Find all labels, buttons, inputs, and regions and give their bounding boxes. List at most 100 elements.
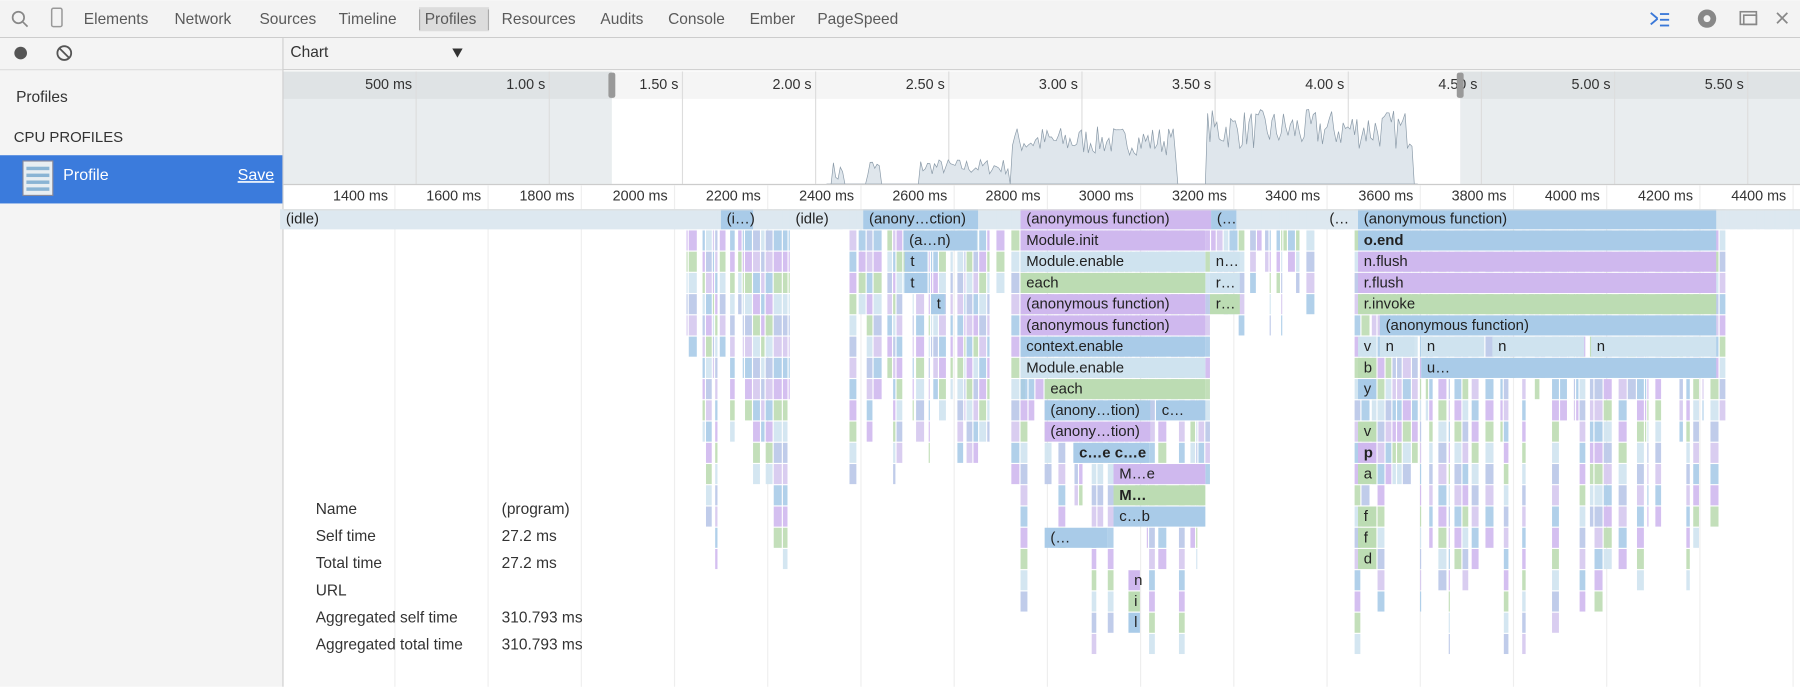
call-frame[interactable] bbox=[930, 294, 945, 315]
call-frame[interactable] bbox=[1211, 209, 1237, 230]
stack-frame bbox=[761, 421, 765, 442]
tab[interactable]: Audits bbox=[600, 11, 643, 28]
call-frame[interactable] bbox=[1358, 357, 1377, 378]
tab[interactable]: Profiles bbox=[425, 11, 477, 28]
close-icon[interactable] bbox=[1776, 12, 1788, 24]
tab[interactable]: Console bbox=[668, 11, 725, 28]
call-frame[interactable] bbox=[1358, 379, 1377, 400]
call-frame[interactable] bbox=[904, 251, 928, 272]
call-frame[interactable] bbox=[1323, 209, 1345, 230]
call-frame[interactable] bbox=[1421, 336, 1485, 357]
tab[interactable]: Resources bbox=[502, 11, 576, 28]
call-frame[interactable] bbox=[1113, 506, 1206, 527]
stack-frame bbox=[866, 379, 873, 400]
window-handle-left[interactable] bbox=[608, 72, 616, 98]
call-frame[interactable] bbox=[863, 209, 979, 230]
call-frame[interactable] bbox=[1020, 294, 1206, 315]
call-frame[interactable] bbox=[280, 209, 685, 230]
call-frame[interactable] bbox=[1358, 272, 1717, 293]
tab[interactable]: Timeline bbox=[339, 11, 397, 28]
call-frame[interactable] bbox=[1358, 421, 1377, 442]
stack-frame bbox=[1719, 400, 1726, 421]
call-frame[interactable] bbox=[1020, 315, 1206, 336]
stack-frame bbox=[966, 294, 973, 315]
clear-button[interactable] bbox=[56, 45, 73, 61]
stack-frame bbox=[939, 379, 946, 400]
call-frame[interactable] bbox=[1358, 294, 1717, 315]
stack-frame bbox=[1402, 379, 1411, 400]
call-frame[interactable] bbox=[1358, 336, 1377, 357]
call-frame[interactable] bbox=[1358, 442, 1377, 463]
stack-frame bbox=[761, 209, 765, 230]
call-frame[interactable] bbox=[1209, 272, 1240, 293]
call-frame[interactable] bbox=[1044, 527, 1108, 548]
drawer-icon[interactable] bbox=[1650, 12, 1670, 27]
stack-frame bbox=[950, 272, 953, 293]
stack-frame bbox=[1216, 230, 1223, 251]
stack-frame bbox=[745, 379, 752, 400]
tab[interactable]: Sources bbox=[259, 11, 316, 28]
device-icon[interactable] bbox=[50, 7, 63, 28]
call-frame[interactable] bbox=[1073, 442, 1150, 463]
dock-icon[interactable] bbox=[1739, 10, 1758, 26]
save-link[interactable]: Save bbox=[238, 166, 275, 184]
tab[interactable]: Elements bbox=[84, 11, 149, 28]
call-frame[interactable] bbox=[1113, 464, 1206, 485]
stack-frame bbox=[765, 379, 773, 400]
call-frame[interactable] bbox=[1044, 421, 1151, 442]
stack-frame bbox=[1178, 421, 1185, 442]
call-frame[interactable] bbox=[1358, 230, 1717, 251]
stack-frame bbox=[1211, 230, 1216, 251]
call-frame[interactable] bbox=[1128, 591, 1140, 612]
call-frame[interactable] bbox=[1044, 379, 1206, 400]
stack-frame bbox=[866, 421, 873, 442]
call-frame[interactable] bbox=[1044, 400, 1151, 421]
call-frame[interactable] bbox=[1020, 209, 1212, 230]
call-frame[interactable] bbox=[1358, 548, 1377, 570]
record-button[interactable] bbox=[14, 46, 27, 60]
call-frame[interactable] bbox=[1209, 251, 1240, 272]
call-frame[interactable] bbox=[1020, 336, 1206, 357]
call-frame[interactable] bbox=[1358, 506, 1377, 527]
tab[interactable]: PageSpeed bbox=[817, 11, 898, 28]
stack-frame bbox=[979, 294, 987, 315]
call-frame[interactable] bbox=[903, 230, 977, 251]
call-frame[interactable] bbox=[1358, 464, 1377, 485]
call-frame[interactable] bbox=[1492, 336, 1585, 357]
call-frame[interactable] bbox=[1358, 527, 1377, 548]
view-select[interactable]: Chart bbox=[290, 44, 329, 61]
call-frame[interactable] bbox=[1155, 400, 1206, 421]
call-frame[interactable] bbox=[1020, 251, 1206, 272]
call-frame-label: d bbox=[1364, 551, 1372, 568]
tab[interactable]: Network bbox=[174, 11, 231, 28]
stack-frame bbox=[1205, 464, 1210, 485]
search-icon[interactable] bbox=[11, 10, 29, 28]
window-handle-right[interactable] bbox=[1456, 72, 1464, 98]
call-frame[interactable] bbox=[1128, 612, 1140, 633]
call-frame[interactable] bbox=[1209, 294, 1240, 315]
call-frame[interactable] bbox=[1113, 485, 1206, 506]
call-frame[interactable] bbox=[1379, 336, 1415, 357]
call-frame[interactable] bbox=[1421, 357, 1717, 378]
call-frame[interactable] bbox=[904, 272, 928, 293]
call-frame[interactable] bbox=[1128, 570, 1140, 591]
stack-frame bbox=[1579, 442, 1586, 463]
profile-name[interactable]: Profile bbox=[63, 166, 109, 184]
call-frame[interactable] bbox=[1020, 272, 1206, 293]
stack-frame bbox=[715, 527, 718, 548]
call-frame[interactable] bbox=[1358, 209, 1717, 230]
call-frame[interactable] bbox=[1379, 315, 1717, 336]
call-frame[interactable] bbox=[1591, 336, 1717, 357]
call-frame[interactable] bbox=[1020, 357, 1206, 378]
tab[interactable]: Ember bbox=[750, 11, 796, 28]
call-frame[interactable] bbox=[1358, 251, 1717, 272]
dropdown-arrow[interactable] bbox=[452, 48, 463, 58]
call-frame[interactable] bbox=[1020, 230, 1206, 251]
settings-icon[interactable] bbox=[1697, 9, 1717, 28]
call-frame[interactable] bbox=[720, 209, 754, 230]
stack-frame bbox=[964, 294, 966, 315]
stack-frame bbox=[1011, 421, 1020, 442]
stack-frame bbox=[1276, 272, 1280, 293]
stack-frame bbox=[1438, 464, 1447, 485]
call-frame[interactable] bbox=[789, 209, 843, 230]
